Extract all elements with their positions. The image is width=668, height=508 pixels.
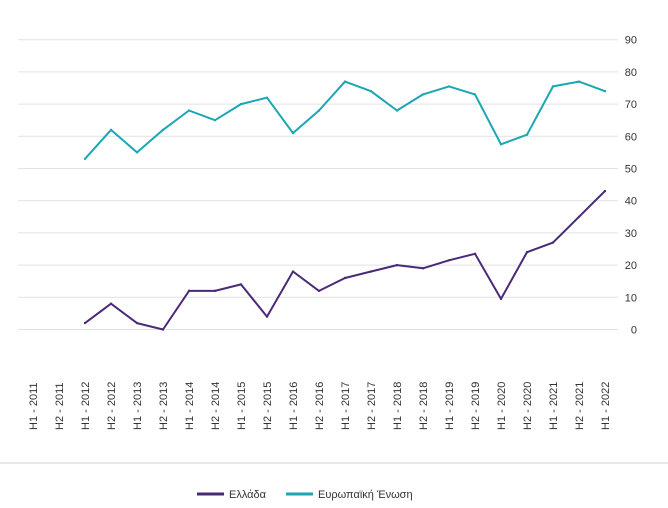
x-tick-label: H2 - 2014 [210, 382, 222, 430]
data-point [473, 93, 477, 96]
x-tick-label: H2 - 2021 [574, 382, 586, 430]
data-point [603, 189, 607, 193]
data-point [265, 96, 269, 99]
legend-label-0: Ελλάδα [229, 489, 267, 501]
x-tick-label: H2 - 2013 [158, 382, 170, 430]
x-tick-label: H1 - 2017 [340, 382, 352, 430]
x-tick-label: H2 - 2019 [470, 382, 482, 430]
y-tick-label: 90 [625, 35, 637, 47]
data-point [499, 297, 503, 301]
data-point [213, 119, 217, 122]
data-point [421, 267, 425, 270]
data-point [265, 315, 269, 318]
data-point [239, 102, 243, 106]
x-tick-label: H2 - 2016 [314, 382, 326, 430]
data-point [83, 157, 87, 161]
x-tick-label: H1 - 2021 [548, 382, 560, 430]
x-tick-label: H1 - 2011 [28, 383, 40, 431]
y-tick-label: 30 [625, 228, 637, 240]
data-point [109, 128, 113, 132]
data-point [551, 241, 555, 244]
x-axis-ticks: H1 - 2011 H2 - 2011 H1 - 2012 H2 - 2012 H1 -… [28, 382, 612, 430]
y-tick-label: 40 [625, 196, 637, 208]
x-tick-label: H1 - 2020 [496, 382, 508, 430]
x-tick-label: H2 - 2015 [262, 382, 274, 430]
x-tick-label: H2 - 2018 [418, 382, 430, 430]
x-tick-label: H1 - 2013 [132, 382, 144, 430]
legend-label-1: Ευρωπαϊκή Ένωση [318, 489, 413, 501]
y-tick-label: 0 [631, 325, 637, 337]
series-line-0 [84, 190, 606, 331]
gridlines [18, 39, 618, 330]
data-point [525, 133, 529, 136]
data-point [421, 93, 425, 96]
y-tick-label: 80 [625, 67, 637, 79]
data-point [551, 85, 555, 88]
data-point [577, 80, 581, 83]
data-point [525, 251, 529, 254]
data-point [109, 302, 113, 305]
data-point [83, 321, 87, 325]
data-point [343, 80, 347, 83]
data-point [343, 276, 347, 280]
series-lines [83, 80, 607, 331]
data-point [187, 109, 191, 112]
data-point [499, 143, 503, 146]
x-tick-label: H2 - 2011 [54, 383, 66, 431]
data-point [135, 151, 139, 154]
x-tick-label: H1 - 2014 [184, 382, 196, 430]
x-tick-label: H1 - 2022 [600, 382, 612, 430]
x-tick-label: H1 - 2018 [392, 382, 404, 430]
data-point [369, 90, 373, 93]
y-tick-label: 10 [625, 292, 637, 304]
x-tick-label: H1 - 2019 [444, 382, 456, 430]
x-tick-label: H2 - 2012 [106, 382, 118, 430]
series-line-1 [84, 80, 606, 160]
data-point [473, 252, 477, 256]
data-point [577, 215, 581, 218]
y-tick-label: 70 [625, 99, 637, 111]
y-tick-label: 20 [625, 260, 637, 272]
data-point [369, 270, 373, 273]
data-point [291, 131, 295, 135]
data-point [187, 289, 191, 293]
data-point [161, 128, 165, 132]
x-tick-label: H1 - 2012 [80, 382, 92, 430]
data-point [135, 321, 139, 325]
data-point [291, 270, 295, 273]
x-tick-label: H2 - 2020 [522, 382, 534, 430]
x-tick-label: H1 - 2015 [236, 382, 248, 430]
data-point [447, 259, 451, 262]
x-tick-label: H1 - 2016 [288, 382, 300, 430]
data-point [213, 289, 217, 293]
data-point [603, 90, 607, 93]
data-point [317, 109, 321, 112]
data-point [161, 328, 165, 331]
data-point [395, 109, 399, 112]
legend: Ελλάδα Ευρωπαϊκή Ένωση [197, 489, 413, 501]
y-tick-label: 50 [625, 164, 637, 176]
y-axis-ticks: 0 10 20 30 40 50 60 70 80 90 [625, 35, 637, 337]
data-point [239, 283, 243, 286]
data-point [317, 289, 321, 293]
y-tick-label: 60 [625, 131, 637, 143]
data-point [447, 85, 451, 88]
x-tick-label: H2 - 2017 [366, 382, 378, 430]
data-point [395, 263, 399, 267]
